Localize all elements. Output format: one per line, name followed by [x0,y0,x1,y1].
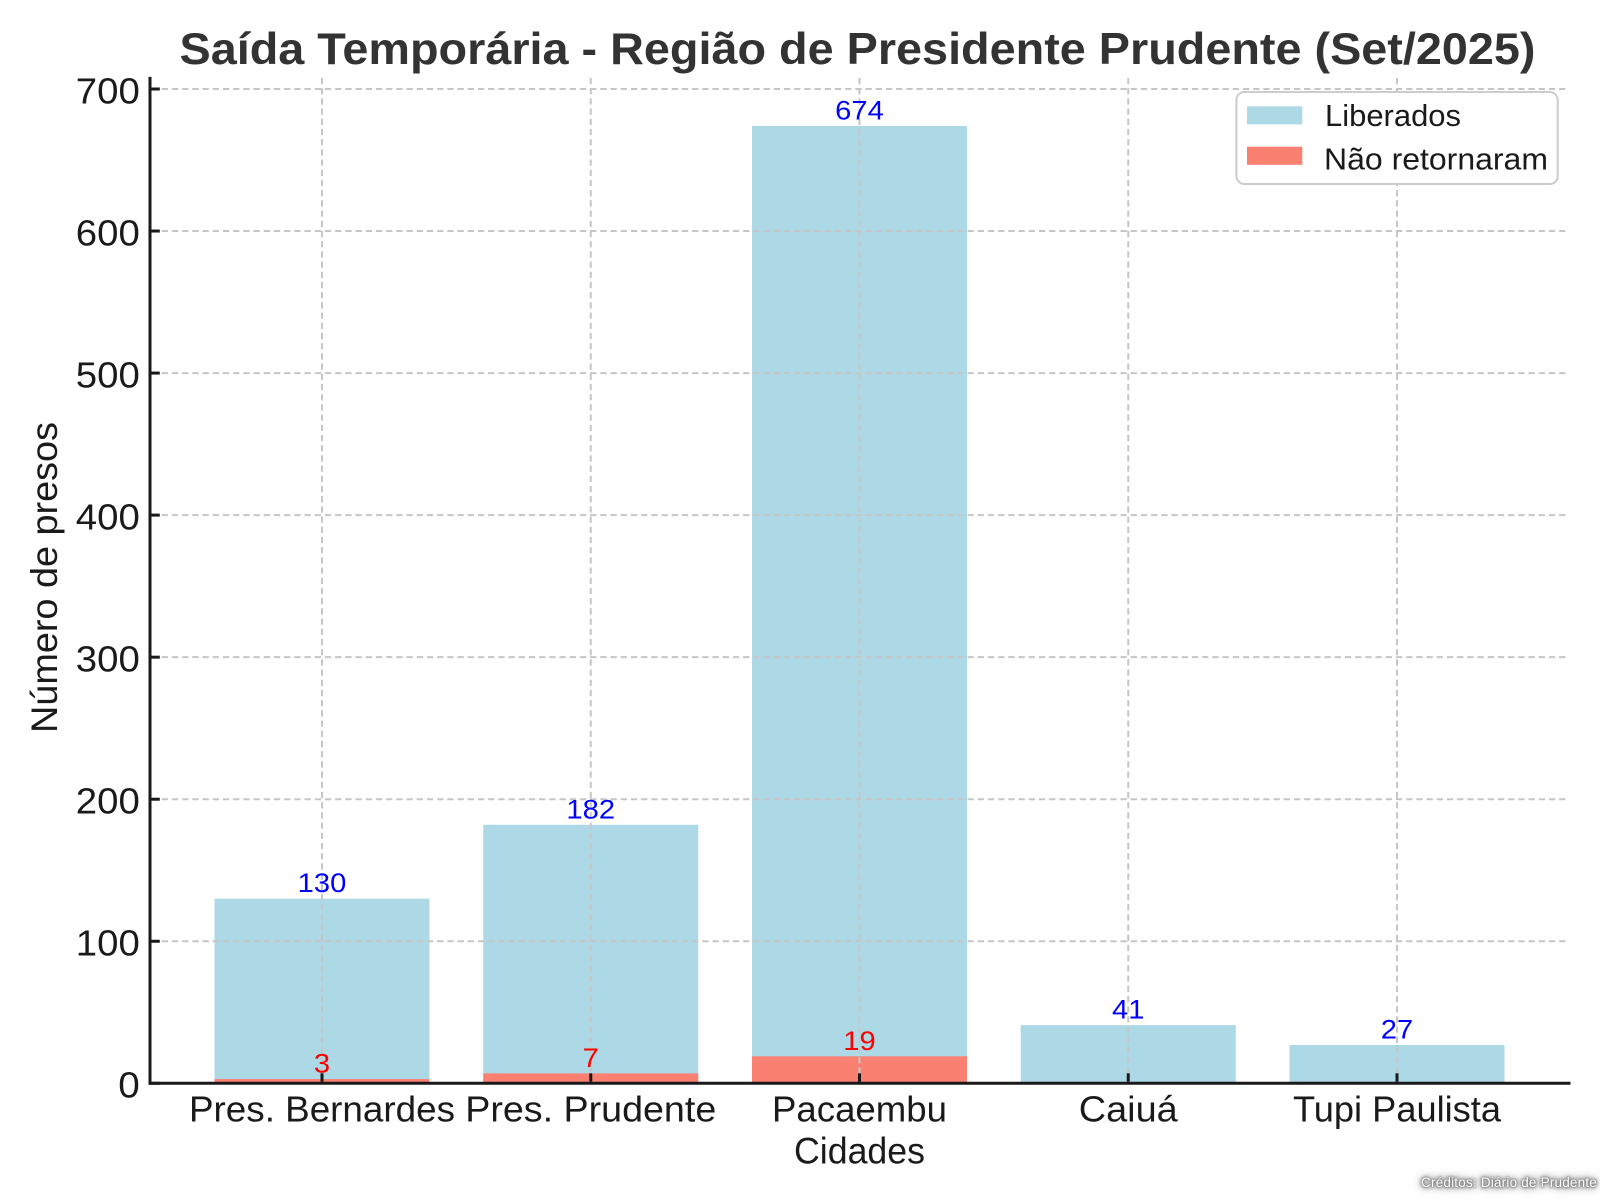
svg-text:Cidades: Cidades [794,1131,925,1172]
svg-text:Caiuá: Caiuá [1079,1089,1179,1130]
svg-text:7: 7 [583,1043,599,1073]
svg-text:400: 400 [76,496,140,537]
svg-text:Número de presos: Número de presos [24,422,65,733]
svg-text:300: 300 [76,638,140,679]
svg-text:27: 27 [1381,1014,1413,1044]
svg-text:500: 500 [76,354,140,395]
svg-text:200: 200 [76,781,140,822]
svg-text:Pres. Prudente: Pres. Prudente [465,1089,716,1130]
svg-text:Tupi Paulista: Tupi Paulista [1293,1089,1502,1130]
svg-text:100: 100 [76,923,140,964]
svg-text:19: 19 [843,1026,875,1056]
svg-text:Saída Temporária - Região de P: Saída Temporária - Região de Presidente … [180,25,1536,74]
svg-text:3: 3 [314,1049,330,1079]
svg-text:600: 600 [76,212,140,253]
svg-text:700: 700 [76,70,140,111]
svg-text:Liberados: Liberados [1325,100,1461,133]
svg-text:Pacaembu: Pacaembu [772,1089,947,1130]
svg-text:41: 41 [1112,995,1144,1025]
svg-text:Pres. Bernardes: Pres. Bernardes [189,1089,455,1130]
svg-text:182: 182 [566,794,615,824]
svg-text:130: 130 [298,868,347,898]
svg-text:674: 674 [835,95,884,125]
svg-text:Não retornaram: Não retornaram [1324,143,1548,176]
svg-text:0: 0 [118,1065,140,1106]
